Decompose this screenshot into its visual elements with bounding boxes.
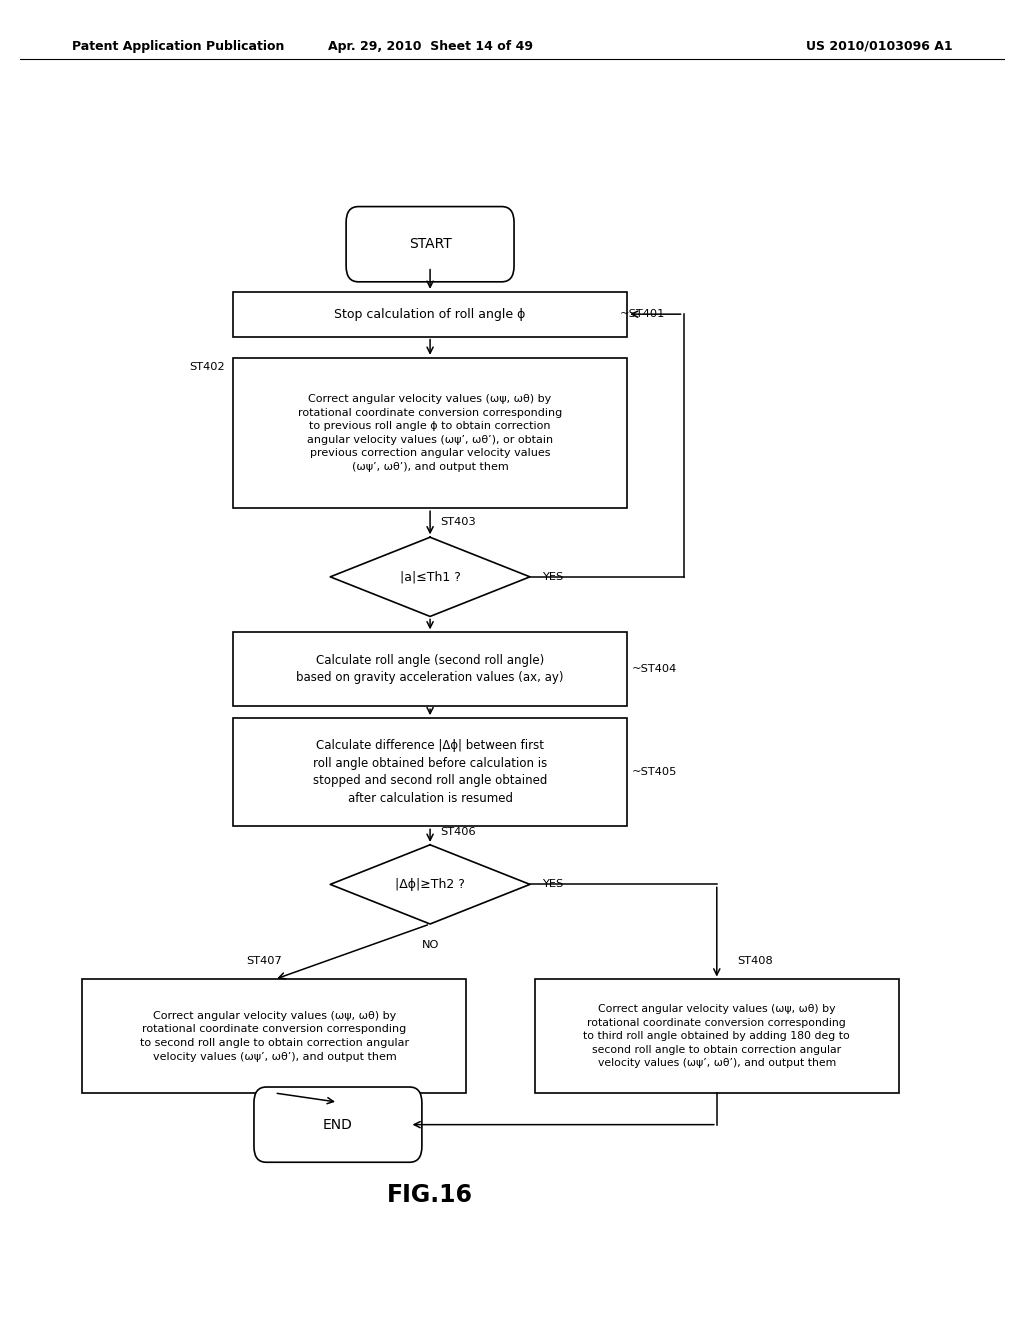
Text: Correct angular velocity values (ωψ, ωθ) by
rotational coordinate conversion cor: Correct angular velocity values (ωψ, ωθ)…	[298, 393, 562, 473]
Text: Calculate roll angle (second roll angle)
based on gravity acceleration values (a: Calculate roll angle (second roll angle)…	[296, 653, 564, 685]
Text: START: START	[409, 238, 452, 251]
Text: Patent Application Publication: Patent Application Publication	[72, 40, 284, 53]
Text: Correct angular velocity values (ωψ, ωθ) by
rotational coordinate conversion cor: Correct angular velocity values (ωψ, ωθ)…	[584, 1005, 850, 1068]
Polygon shape	[330, 537, 530, 616]
Bar	[232, 358, 627, 508]
Text: Apr. 29, 2010  Sheet 14 of 49: Apr. 29, 2010 Sheet 14 of 49	[328, 40, 532, 53]
Text: ST403: ST403	[440, 516, 476, 527]
Bar	[232, 718, 627, 826]
Text: US 2010/0103096 A1: US 2010/0103096 A1	[806, 40, 952, 53]
Text: ST406: ST406	[440, 826, 476, 837]
Bar	[83, 979, 467, 1093]
Text: NO: NO	[422, 632, 438, 643]
Text: ST407: ST407	[247, 956, 282, 966]
Text: |a|≤Th1 ?: |a|≤Th1 ?	[399, 570, 461, 583]
Text: NO: NO	[422, 940, 438, 950]
FancyBboxPatch shape	[254, 1088, 422, 1162]
Text: END: END	[323, 1118, 353, 1131]
Text: FIG.16: FIG.16	[387, 1183, 473, 1206]
Text: ~ST401: ~ST401	[620, 309, 665, 319]
Text: |Δϕ|≥Th2 ?: |Δϕ|≥Th2 ?	[395, 878, 465, 891]
Bar	[535, 979, 899, 1093]
Bar	[232, 632, 627, 706]
Text: Calculate difference |Δϕ| between first
roll angle obtained before calculation i: Calculate difference |Δϕ| between first …	[313, 739, 547, 805]
Polygon shape	[330, 845, 530, 924]
Text: ST402: ST402	[189, 362, 225, 372]
Text: ST408: ST408	[737, 956, 773, 966]
Text: YES: YES	[543, 879, 563, 890]
Text: ~ST405: ~ST405	[632, 767, 677, 777]
Text: Stop calculation of roll angle ϕ: Stop calculation of roll angle ϕ	[335, 308, 525, 321]
Text: YES: YES	[543, 572, 563, 582]
Text: ~ST404: ~ST404	[632, 664, 677, 675]
FancyBboxPatch shape	[346, 206, 514, 281]
Bar	[232, 292, 627, 337]
Text: Correct angular velocity values (ωψ, ωθ) by
rotational coordinate conversion cor: Correct angular velocity values (ωψ, ωθ)…	[140, 1011, 409, 1061]
